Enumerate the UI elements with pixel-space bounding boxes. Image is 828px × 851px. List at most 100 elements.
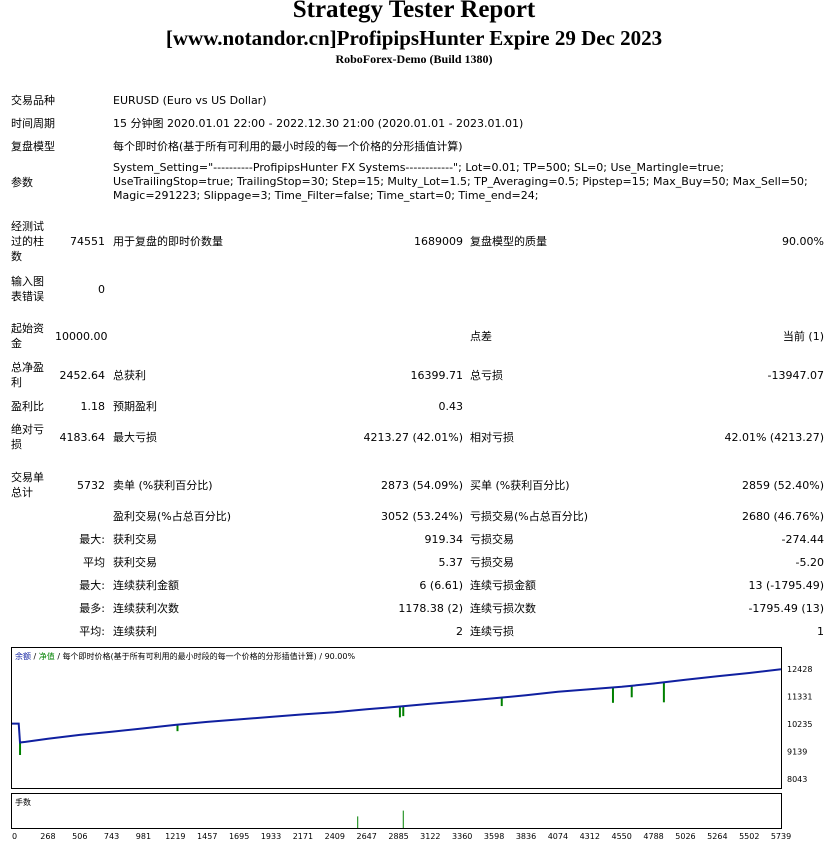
period-value: 15 分钟图 2020.01.01 22:00 - 2022.12.30 21:…: [113, 117, 524, 130]
params-label: 参数: [11, 176, 33, 189]
quality-label: 复盘模型的质量: [470, 235, 547, 248]
maximum-prefix: 最大:: [79, 579, 105, 592]
gross-loss-value: -13947.07: [767, 369, 824, 382]
deposit-value: 10000.00: [55, 330, 108, 343]
x-tick-label: 3836: [516, 832, 536, 841]
gross-profit-value: 16399.71: [410, 369, 464, 382]
avg-consec-loss-label: 连续亏损: [470, 625, 514, 638]
balance-chart: 余额 / 净值 / 每个即时价格(基于所有可利用的最小时段的每一个价格的分形插值…: [11, 647, 826, 847]
params-line: UseTrailingStop=true; TrailingStop=30; S…: [113, 175, 808, 188]
total-trades-value: 5732: [77, 479, 105, 492]
loss-trades-label: 亏损交易(%占总百分比): [470, 510, 589, 523]
expected-payoff-value: 0.43: [438, 400, 464, 413]
avg-win-value: 5.37: [438, 556, 464, 569]
x-tick-label: 4550: [611, 832, 631, 841]
largest-prefix: 最大:: [79, 533, 105, 546]
y-tick-label: 11331: [787, 693, 812, 702]
model-label: 复盘模型: [11, 140, 55, 153]
chart-legend: 余额 / 净值 / 每个即时价格(基于所有可利用的最小时段的每一个价格的分形插值…: [15, 651, 355, 661]
balance-line: [12, 668, 782, 744]
most-consec-win-value: 1178.38 (2): [398, 602, 463, 615]
params-value: System_Setting="----------ProfipipsHunte…: [113, 161, 808, 203]
net-profit-value: 2452.64: [59, 369, 106, 382]
x-tick-label: 5739: [771, 832, 791, 841]
deposit-label: 起始资金: [11, 322, 44, 350]
long-positions-value: 2859 (52.40%): [741, 479, 824, 492]
x-tick-label: 3122: [420, 832, 440, 841]
ticks-value: 1689009: [414, 235, 463, 248]
y-tick-label: 10235: [787, 720, 812, 729]
y-tick-label: 9139: [787, 748, 807, 757]
rel-drawdown-label: 相对亏损: [470, 431, 514, 444]
average-prefix: 平均: [83, 556, 105, 569]
model-value: 每个即时价格(基于所有可利用的最小时段的每一个价格的分形插值计算): [113, 140, 463, 153]
x-tick-label: 2171: [293, 832, 313, 841]
most-consec-loss-label: 连续亏损次数: [470, 602, 536, 615]
y-tick-label: 12428: [787, 665, 812, 674]
x-tick-label: 5502: [739, 832, 759, 841]
errors-label: 输入图表错误: [11, 275, 44, 303]
spread-label: 点差: [470, 330, 492, 343]
errors-value: 0: [98, 283, 105, 296]
expected-payoff-label: 预期盈利: [113, 400, 157, 413]
abs-drawdown-value: 4183.64: [59, 431, 106, 444]
x-tick-label: 5264: [707, 832, 727, 841]
server-build: RoboForex-Demo (Build 1380): [335, 52, 493, 66]
net-profit-label: 总净盈利: [11, 361, 44, 389]
legend-equity: 净值: [39, 651, 55, 661]
params-line: System_Setting="----------ProfipipsHunte…: [113, 161, 724, 174]
x-tick-label: 506: [72, 832, 87, 841]
x-tick-label: 1695: [229, 832, 249, 841]
x-tick-label: 1933: [261, 832, 281, 841]
x-tick-label: 1219: [165, 832, 185, 841]
x-tick-label: 4788: [643, 832, 663, 841]
x-tick-label: 3360: [452, 832, 472, 841]
largest-win-label: 获利交易: [113, 533, 157, 546]
x-tick-label: 743: [104, 832, 119, 841]
ticks-label: 用于复盘的即时价数量: [113, 235, 223, 248]
avg-consec-prefix: 平均:: [79, 625, 105, 638]
largest-win-value: 919.34: [424, 533, 464, 546]
params-line: Magic=291223; Slippage=3; Time_Filter=fa…: [113, 189, 539, 202]
max-drawdown-value: 4213.27 (42.01%): [363, 431, 463, 444]
spread-value: 当前 (1): [782, 330, 824, 343]
avg-consec-loss-value: 1: [817, 625, 824, 638]
largest-loss-value: -274.44: [781, 533, 824, 546]
x-tick-label: 2885: [388, 832, 408, 841]
x-tick-label: 5026: [675, 832, 695, 841]
symbol-value: EURUSD (Euro vs US Dollar): [113, 94, 267, 107]
x-tick-label: 3598: [484, 832, 504, 841]
most-prefix: 最多:: [79, 602, 105, 615]
gross-profit-label: 总获利: [113, 369, 146, 382]
most-consec-win-label: 连续获利次数: [113, 602, 179, 615]
abs-drawdown-label: 绝对亏损: [11, 423, 44, 451]
x-tick-label: 2409: [325, 832, 345, 841]
legend-rest: / 每个即时价格(基于所有可利用的最小时段的每一个价格的分形插值计算) / 90…: [55, 651, 356, 661]
x-tick-label: 4312: [580, 832, 600, 841]
report-title: Strategy Tester Report: [292, 0, 536, 23]
short-positions-value: 2873 (54.09%): [380, 479, 463, 492]
balance-chart-svg: 余额 / 净值 / 每个即时价格(基于所有可利用的最小时段的每一个价格的分形插值…: [11, 647, 812, 841]
x-tick-label: 2647: [357, 832, 377, 841]
x-tick-label: 268: [40, 832, 55, 841]
legend-balance: 余额: [15, 651, 31, 661]
long-positions-label: 买单 (%获利百分比): [470, 479, 570, 492]
x-tick-label: 4074: [548, 832, 568, 841]
profit-factor-value: 1.18: [80, 400, 106, 413]
profit-factor-label: 盈利比: [11, 400, 44, 413]
x-tick-label: 0: [12, 832, 17, 841]
largest-loss-label: 亏损交易: [470, 533, 514, 546]
short-positions-label: 卖单 (%获利百分比): [113, 479, 213, 492]
max-drawdown-label: 最大亏损: [113, 431, 157, 444]
bars-label: 经测试过的柱数: [11, 220, 44, 263]
y-tick-label: 8043: [787, 775, 807, 784]
avg-consec-win-label: 连续获利: [113, 625, 157, 638]
rel-drawdown-value: 42.01% (4213.27): [724, 431, 824, 444]
lots-plot-frame: [11, 793, 782, 829]
x-tick-label: 981: [136, 832, 151, 841]
period-label: 时间周期: [11, 117, 55, 130]
max-consec-loss-value: 13 (-1795.49): [748, 579, 824, 592]
bars-value: 74551: [70, 235, 105, 248]
gross-loss-label: 总亏损: [470, 369, 503, 382]
avg-win-label: 获利交易: [113, 556, 157, 569]
